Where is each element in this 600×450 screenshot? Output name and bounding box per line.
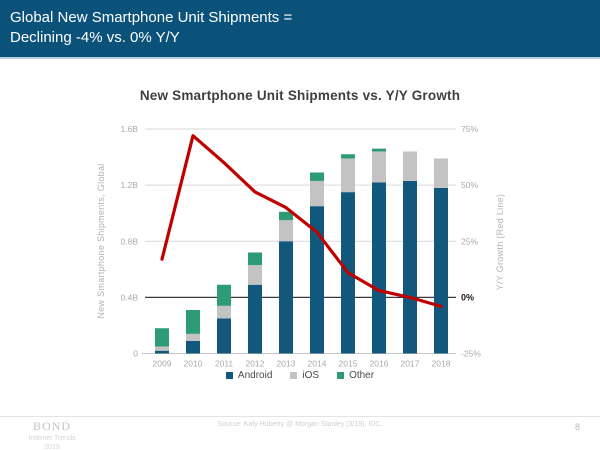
legend-item-other: Other xyxy=(337,370,374,381)
bar-segment-android-2013 xyxy=(279,241,293,354)
bar-segment-other-2016 xyxy=(372,148,386,152)
right-axis-tick-label: -25% xyxy=(461,349,481,359)
legend-label-other: Other xyxy=(349,370,375,381)
header-title-line1: Global New Smartphone Unit Shipments = xyxy=(10,9,293,26)
bar-segment-other-2013 xyxy=(279,211,293,221)
x-axis-tick-label: 2010 xyxy=(184,359,203,369)
bar-segment-ios-2010 xyxy=(186,333,200,341)
bar-segment-other-2010 xyxy=(186,310,200,334)
chart-legend: Android iOS Other xyxy=(0,370,600,381)
bar-segment-android-2018 xyxy=(434,187,448,354)
bar-segment-ios-2018 xyxy=(434,158,448,188)
bar-segment-other-2009 xyxy=(155,328,169,347)
x-axis-tick-label: 2013 xyxy=(277,359,296,369)
bar-segment-other-2012 xyxy=(248,252,262,266)
x-axis-tick-label: 2014 xyxy=(308,359,327,369)
source-citation: Source: Katy Huberty @ Morgan Stanley (3… xyxy=(217,421,383,428)
x-axis-tick-label: 2015 xyxy=(339,359,358,369)
header-title-line2: Declining -4% vs. 0% Y/Y xyxy=(10,29,180,46)
bond-logo-year: 2019 xyxy=(44,444,60,450)
x-axis-tick-label: 2012 xyxy=(246,359,265,369)
bar-segment-ios-2014 xyxy=(310,180,324,207)
bar-segment-android-2016 xyxy=(372,182,386,354)
android-swatch-icon xyxy=(225,372,233,379)
yy-growth-line xyxy=(160,134,443,308)
ios-swatch-icon xyxy=(290,372,298,379)
slide-header: Global New Smartphone Unit Shipments = D… xyxy=(0,0,600,59)
footer-divider xyxy=(0,416,600,417)
bar-segment-android-2014 xyxy=(310,206,324,354)
bar-segment-ios-2013 xyxy=(279,220,293,242)
x-axis-tick-label: 2011 xyxy=(215,359,234,369)
bar-segment-ios-2011 xyxy=(217,305,231,319)
bar-segment-other-2014 xyxy=(310,172,324,181)
legend-label-android: Android xyxy=(237,370,273,381)
bar-segment-android-2009 xyxy=(155,350,169,354)
bar-segment-other-2015 xyxy=(341,154,355,159)
legend-item-ios: iOS xyxy=(290,370,319,381)
bar-segment-android-2011 xyxy=(217,318,231,354)
bar-segment-android-2012 xyxy=(248,284,262,354)
other-swatch-icon xyxy=(337,372,345,379)
left-axis-tick-label: 0.4B xyxy=(121,292,139,302)
legend-label-ios: iOS xyxy=(302,370,320,381)
bar-segment-android-2010 xyxy=(186,340,200,354)
bar-segment-ios-2009 xyxy=(155,346,169,351)
x-axis-tick-label: 2018 xyxy=(432,359,451,369)
right-axis-tick-label: 75% xyxy=(461,124,478,134)
bar-segment-ios-2017 xyxy=(403,151,417,181)
x-axis-tick-label: 2009 xyxy=(153,359,172,369)
right-axis-tick-label: 0% xyxy=(461,292,474,302)
bar-segment-ios-2016 xyxy=(372,151,386,183)
bond-logo-subtitle: Internet Trends xyxy=(28,435,76,442)
left-axis-tick-label: 0 xyxy=(133,349,138,359)
bar-segment-other-2011 xyxy=(217,284,231,306)
left-axis-tick-label: 1.2B xyxy=(121,180,139,190)
legend-item-android: Android xyxy=(225,370,273,381)
chart-title: New Smartphone Unit Shipments vs. Y/Y Gr… xyxy=(139,88,461,103)
right-axis-tick-label: 50% xyxy=(461,180,478,190)
left-axis-tick-label: 0.8B xyxy=(121,236,139,246)
bar-segment-android-2017 xyxy=(403,180,417,354)
bond-logo-name: BOND xyxy=(32,419,71,433)
left-axis-tick-label: 1.6B xyxy=(121,124,139,134)
page-number: 8 xyxy=(574,422,580,432)
x-axis-tick-label: 2016 xyxy=(370,359,389,369)
bond-logo: BOND Internet Trends 2019 xyxy=(0,419,104,450)
bar-segment-ios-2015 xyxy=(341,158,355,193)
bar-segment-ios-2012 xyxy=(248,265,262,285)
right-axis-tick-label: 25% xyxy=(461,236,478,246)
x-axis-tick-label: 2017 xyxy=(401,359,420,369)
